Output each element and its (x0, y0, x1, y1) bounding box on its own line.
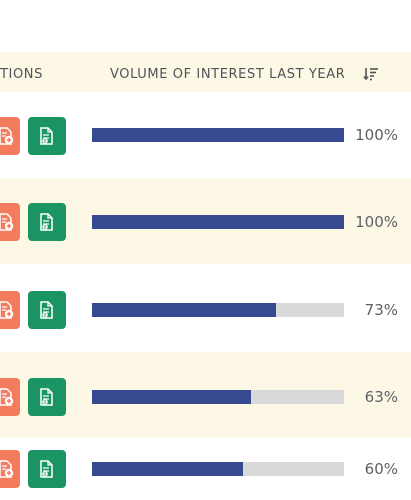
add-file-button[interactable] (0, 203, 20, 241)
interest-bar-track (92, 462, 344, 476)
document-button[interactable] (28, 450, 66, 488)
interest-bar-track (92, 128, 344, 142)
interest-bar-track (92, 303, 344, 317)
add-file-button[interactable] (0, 378, 20, 416)
table-top-spacer (0, 0, 411, 52)
table-header: TIONS VOLUME OF INTEREST LAST YEAR (0, 52, 411, 92)
interest-bar-fill (92, 462, 244, 476)
actions-column-header: TIONS (0, 67, 43, 82)
document-button[interactable] (28, 291, 66, 329)
interest-percentage: 100% (355, 213, 398, 231)
interest-percentage: 100% (355, 126, 398, 144)
interest-bar-fill (92, 390, 251, 404)
document-button[interactable] (28, 378, 66, 416)
document-button[interactable] (28, 203, 66, 241)
table-row: 73% (0, 264, 411, 352)
table-row: 60% (0, 438, 411, 500)
volume-column-header[interactable]: VOLUME OF INTEREST LAST YEAR (110, 67, 346, 82)
table-row: 63% (0, 352, 411, 438)
interest-percentage: 63% (364, 388, 398, 406)
interest-bar-track (92, 215, 344, 229)
interest-bar-fill (92, 215, 344, 229)
table-row: 100% (0, 178, 411, 264)
interest-percentage: 73% (364, 301, 398, 319)
interest-bar-track (92, 390, 344, 404)
add-file-button[interactable] (0, 117, 20, 155)
document-button[interactable] (28, 117, 66, 155)
interest-percentage: 60% (364, 460, 398, 478)
interest-bar-fill (92, 303, 276, 317)
add-file-button[interactable] (0, 450, 20, 488)
add-file-button[interactable] (0, 291, 20, 329)
sort-descending-icon[interactable] (363, 66, 379, 81)
table-row: 100% (0, 92, 411, 178)
interest-bar-fill (92, 128, 344, 142)
